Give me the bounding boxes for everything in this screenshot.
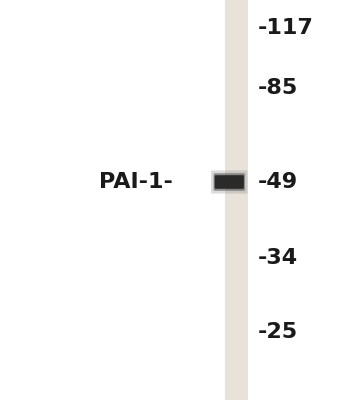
- Bar: [225, 0, 248, 400]
- Text: -25: -25: [258, 322, 298, 342]
- FancyBboxPatch shape: [214, 175, 244, 189]
- Text: -117: -117: [258, 18, 314, 38]
- Text: -34: -34: [258, 248, 298, 268]
- Text: -49: -49: [258, 172, 298, 192]
- Text: -85: -85: [258, 78, 298, 98]
- FancyBboxPatch shape: [211, 170, 248, 194]
- FancyBboxPatch shape: [214, 173, 245, 191]
- Text: PAI-1-: PAI-1-: [99, 172, 173, 192]
